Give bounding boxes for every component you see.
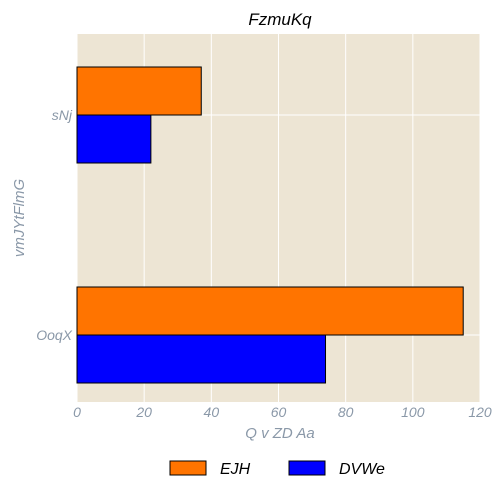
x-tick-label: 40 bbox=[204, 404, 220, 420]
legend-swatch-EJH bbox=[169, 460, 207, 476]
bar-DVWe-sNj bbox=[76, 114, 152, 164]
y-tick-label: sNj bbox=[52, 107, 73, 123]
x-tick-labels: 0 20 40 60 80 100 120 bbox=[73, 404, 492, 420]
bar-EJH-sNj bbox=[76, 66, 202, 116]
legend: EJH DVWe bbox=[169, 460, 385, 478]
bar-EJH-OoqX bbox=[76, 286, 464, 336]
x-tick-label: 0 bbox=[73, 404, 81, 420]
legend-label: DVWe bbox=[339, 461, 385, 478]
bar-DVWe-OoqX bbox=[76, 334, 327, 384]
legend-label: EJH bbox=[220, 461, 251, 478]
bars bbox=[76, 66, 464, 384]
x-tick-label: 80 bbox=[338, 404, 354, 420]
x-axis-label: Q v ZD Aa bbox=[245, 425, 314, 442]
y-tick-labels: sNj OoqX bbox=[36, 107, 73, 343]
chart-title: FzmuKq bbox=[248, 10, 312, 29]
y-tick-label: OoqX bbox=[36, 327, 72, 343]
x-tick-label: 60 bbox=[271, 404, 287, 420]
x-tick-label: 20 bbox=[135, 404, 152, 420]
legend-swatch-DVWe bbox=[288, 460, 326, 476]
y-axis-label: vmJYtFlmG bbox=[11, 179, 28, 258]
x-tick-label: 120 bbox=[468, 404, 492, 420]
x-tick-label: 100 bbox=[401, 404, 425, 420]
